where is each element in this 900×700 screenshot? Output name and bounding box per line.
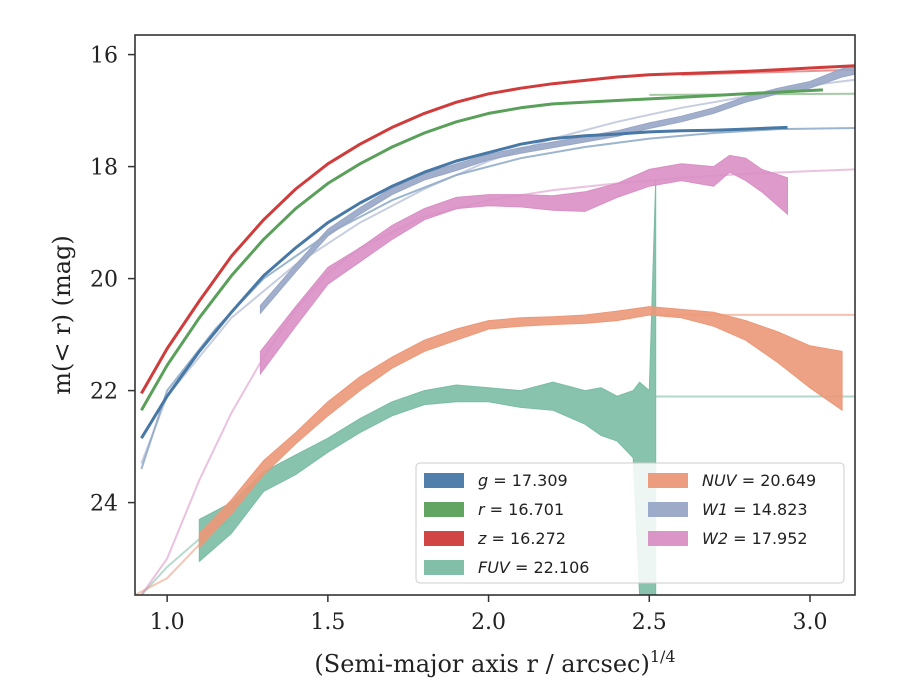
w1-model-curve [140,78,856,464]
nuv-band [198,306,843,549]
x-tick-label: 2.5 [632,610,667,635]
r-line [140,88,823,411]
legend-label-z: z = 16.272 [477,529,566,548]
legend-swatch-g [424,473,464,488]
x-tick-label: 2.0 [471,610,506,635]
legend-swatch-r [424,502,464,517]
legend-label-r: r = 16.701 [478,500,564,519]
w2-band [259,154,788,376]
legend-label-w2: W2 = 17.952 [702,529,808,548]
y-axis-title: m(< r) (mag) [48,235,76,394]
y-tick-label: 20 [90,268,118,293]
x-tick-label: 1.0 [150,610,185,635]
legend-swatch-z [424,531,464,546]
g-line [140,125,788,439]
legend-label-w1: W1 = 14.823 [702,500,808,519]
legend-label-nuv: NUV = 20.649 [702,471,816,490]
legend-label-g: g = 17.309 [478,471,568,490]
x-axis-title-text: (Semi-major axis r / arcsec) [314,650,649,678]
x-tick-label: 3.0 [793,610,828,635]
y-tick-label: 18 [90,156,118,181]
legend-swatch-fuv [424,560,464,575]
y-tick-label: 16 [90,44,118,69]
z-line [140,64,856,395]
x-tick-label: 1.5 [310,610,345,635]
x-axis-title-exponent: 1/4 [650,647,676,666]
data-lines [140,64,856,439]
x-axis-ticks: 1.0 1.5 2.0 2.5 3.0 [150,595,828,635]
y-tick-label: 24 [90,492,118,517]
legend-frame [415,462,845,584]
y-axis-ticks: 16 18 20 22 24 [90,44,135,517]
legend-label-fuv: FUV = 22.106 [478,558,589,577]
legend: g = 17.309 r = 16.701 z = 16.272 FUV = 22.1… [415,462,845,584]
plot-frame [134,34,856,596]
x-axis-title: (Semi-major axis r / arcsec)1/4 [314,647,675,678]
legend-swatch-nuv [648,473,688,488]
y-tick-label: 22 [90,380,118,405]
legend-swatch-w1 [648,502,688,517]
legend-swatch-w2 [648,531,688,546]
